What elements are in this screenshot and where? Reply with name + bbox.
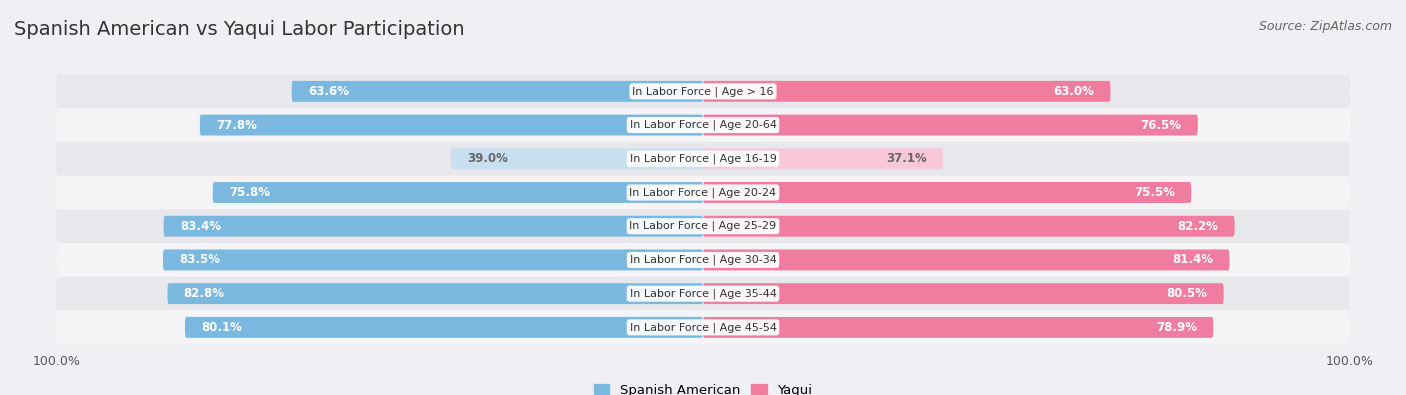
FancyBboxPatch shape	[56, 108, 1350, 142]
FancyBboxPatch shape	[56, 142, 1350, 176]
Text: 83.4%: 83.4%	[180, 220, 221, 233]
FancyBboxPatch shape	[56, 209, 1350, 243]
FancyBboxPatch shape	[56, 75, 1350, 108]
FancyBboxPatch shape	[56, 176, 1350, 209]
Text: 63.6%: 63.6%	[308, 85, 349, 98]
Text: In Labor Force | Age 35-44: In Labor Force | Age 35-44	[630, 288, 776, 299]
FancyBboxPatch shape	[291, 81, 703, 102]
FancyBboxPatch shape	[163, 216, 703, 237]
Text: In Labor Force | Age 25-29: In Labor Force | Age 25-29	[630, 221, 776, 231]
FancyBboxPatch shape	[167, 283, 703, 304]
FancyBboxPatch shape	[56, 243, 1350, 277]
FancyBboxPatch shape	[703, 81, 1111, 102]
Text: Source: ZipAtlas.com: Source: ZipAtlas.com	[1258, 20, 1392, 33]
FancyBboxPatch shape	[212, 182, 703, 203]
FancyBboxPatch shape	[703, 283, 1223, 304]
FancyBboxPatch shape	[703, 148, 943, 169]
Text: In Labor Force | Age 20-64: In Labor Force | Age 20-64	[630, 120, 776, 130]
Legend: Spanish American, Yaqui: Spanish American, Yaqui	[588, 378, 818, 395]
FancyBboxPatch shape	[186, 317, 703, 338]
FancyBboxPatch shape	[200, 115, 703, 135]
Text: 39.0%: 39.0%	[467, 152, 508, 165]
Text: In Labor Force | Age 45-54: In Labor Force | Age 45-54	[630, 322, 776, 333]
Text: In Labor Force | Age 20-24: In Labor Force | Age 20-24	[630, 187, 776, 198]
FancyBboxPatch shape	[703, 317, 1213, 338]
Text: 75.5%: 75.5%	[1135, 186, 1175, 199]
Text: 80.1%: 80.1%	[201, 321, 242, 334]
Text: 83.5%: 83.5%	[179, 254, 221, 267]
Text: In Labor Force | Age > 16: In Labor Force | Age > 16	[633, 86, 773, 97]
FancyBboxPatch shape	[703, 182, 1191, 203]
Text: 77.8%: 77.8%	[217, 118, 257, 132]
Text: 81.4%: 81.4%	[1173, 254, 1213, 267]
Text: Spanish American vs Yaqui Labor Participation: Spanish American vs Yaqui Labor Particip…	[14, 20, 465, 39]
Text: 82.8%: 82.8%	[184, 287, 225, 300]
Text: 37.1%: 37.1%	[886, 152, 927, 165]
Text: 76.5%: 76.5%	[1140, 118, 1181, 132]
FancyBboxPatch shape	[163, 250, 703, 271]
FancyBboxPatch shape	[703, 115, 1198, 135]
Text: 80.5%: 80.5%	[1167, 287, 1208, 300]
FancyBboxPatch shape	[703, 250, 1229, 271]
Text: 78.9%: 78.9%	[1156, 321, 1197, 334]
Text: 63.0%: 63.0%	[1053, 85, 1094, 98]
FancyBboxPatch shape	[703, 216, 1234, 237]
FancyBboxPatch shape	[56, 277, 1350, 310]
Text: In Labor Force | Age 30-34: In Labor Force | Age 30-34	[630, 255, 776, 265]
Text: 75.8%: 75.8%	[229, 186, 270, 199]
Text: 82.2%: 82.2%	[1178, 220, 1219, 233]
FancyBboxPatch shape	[56, 310, 1350, 344]
FancyBboxPatch shape	[451, 148, 703, 169]
Text: In Labor Force | Age 16-19: In Labor Force | Age 16-19	[630, 154, 776, 164]
